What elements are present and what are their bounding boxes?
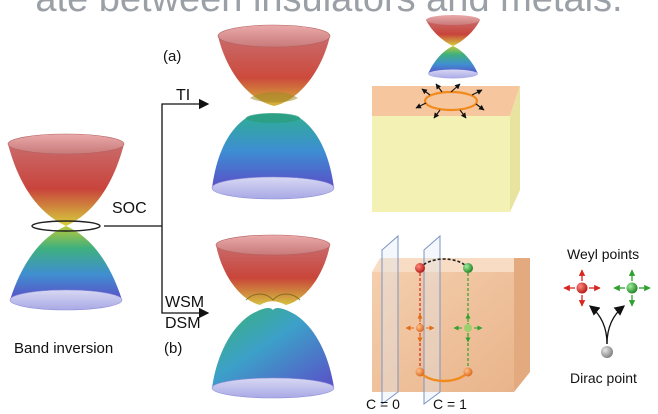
ti-label: TI xyxy=(176,87,191,104)
band-inversion-label: Band inversion xyxy=(14,340,114,357)
chern-c1-label: C = 1 xyxy=(433,396,467,412)
weyl-dirac-legend xyxy=(563,269,651,358)
wsm-band-structure xyxy=(211,234,335,399)
ti-band-structure xyxy=(211,24,335,200)
dsm-label: DSM xyxy=(165,315,201,332)
panel-a-label: (a) xyxy=(163,48,182,65)
branch-arrows xyxy=(104,98,210,319)
weyl-points-label: Weyl points xyxy=(567,246,640,262)
dirac-point-label: Dirac point xyxy=(570,370,637,386)
panel-b-label: (b) xyxy=(164,340,183,357)
ti-block xyxy=(372,83,520,212)
wsm-block xyxy=(372,234,530,405)
surface-dirac-cone xyxy=(426,15,480,79)
band-inversion-cone xyxy=(7,133,125,311)
soc-label: SOC xyxy=(112,200,147,217)
chern-c0-label: C = 0 xyxy=(366,396,400,412)
banner-title: ate between insulators and metals. xyxy=(0,0,658,21)
wsm-label: WSM xyxy=(165,294,205,311)
